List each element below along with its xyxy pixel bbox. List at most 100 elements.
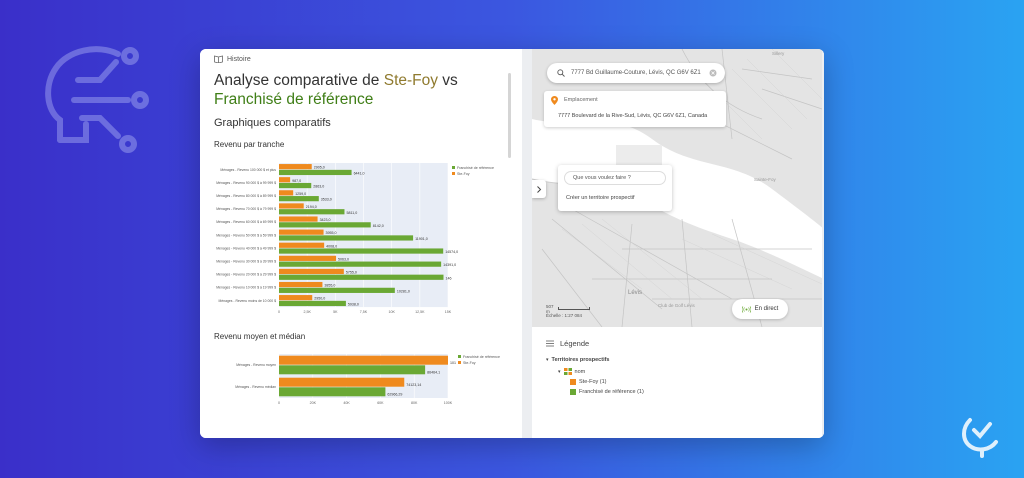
data-label-ste-foy: 5755,0 bbox=[346, 270, 357, 274]
legend-panel: Légende ▾ Territoires prospectifs ▾ nom … bbox=[532, 333, 824, 438]
legend-swatch-ste-foy bbox=[458, 361, 461, 364]
data-label-franchise: 11901,0 bbox=[415, 237, 428, 241]
data-label-ste-foy: 5063,0 bbox=[338, 257, 349, 261]
expand-panel-button[interactable] bbox=[532, 180, 546, 198]
action-question-input[interactable]: Que vous voulez faire ? bbox=[564, 171, 666, 185]
title-prefix: Analyse comparative de bbox=[214, 72, 384, 89]
category-label: Ménages - Revenu 80 000 $ à 89 999 $ bbox=[216, 194, 276, 198]
data-label-ste-foy: 1259,0 bbox=[295, 192, 306, 196]
emplacement-address: 7777 Boulevard de la Rive-Sud, Lévis, QC… bbox=[558, 113, 708, 119]
data-label-ste-foy: 3955,0 bbox=[326, 231, 337, 235]
legend-layer-row[interactable]: ▾ nom bbox=[558, 368, 585, 375]
bar-ste-foy bbox=[279, 177, 291, 183]
create-territory-button[interactable]: Créer un territoire prospectif bbox=[566, 195, 635, 201]
legend-group-row[interactable]: ▾ Territoires prospectifs bbox=[546, 357, 610, 363]
histoire-tab[interactable]: Histoire bbox=[214, 55, 251, 63]
page-title: Analyse comparative de Ste-Foy vs Franch… bbox=[214, 71, 504, 109]
chart2-title: Revenu moyen et médian bbox=[214, 332, 306, 341]
map-search-value[interactable]: 7777 Bd Guillaume-Couture, Lévis, QC G6V… bbox=[571, 70, 701, 76]
data-label-franchise: 5938,0 bbox=[348, 302, 359, 306]
ai-head-decoration-icon bbox=[45, 46, 149, 153]
live-button[interactable]: En direct bbox=[732, 299, 788, 319]
emplacement-card[interactable]: Emplacement 7777 Boulevard de la Rive-Su… bbox=[544, 91, 726, 127]
title-entity: Ste-Foy bbox=[383, 72, 438, 89]
data-label-ste-foy: 2905,0 bbox=[314, 166, 325, 170]
bar-franchise bbox=[279, 287, 395, 293]
bar-franchise bbox=[279, 248, 444, 254]
histoire-label: Histoire bbox=[227, 55, 251, 63]
app-window: Histoire Analyse comparative de Ste-Foy … bbox=[200, 49, 824, 438]
category-label: Ménages - Revenu 50 000 $ à 59 999 $ bbox=[216, 233, 276, 237]
category-label: Ménages - Revenu médian bbox=[235, 385, 276, 389]
bar-franchise bbox=[279, 235, 414, 241]
legend-swatch-orange bbox=[570, 379, 576, 385]
map-label-levis: Lévis bbox=[628, 290, 642, 296]
category-label: Ménages - Revenu 20 000 $ à 29 999 $ bbox=[216, 273, 276, 277]
x-tick-label: 0 bbox=[278, 401, 280, 405]
legend-label-franchise: Franchisé de référence bbox=[463, 355, 500, 359]
bar-ste-foy bbox=[279, 355, 448, 365]
bar-ste-foy bbox=[279, 216, 318, 222]
map-scrollbar[interactable] bbox=[822, 49, 824, 438]
category-label: Ménages - Revenu 40 000 $ à 49 999 $ bbox=[216, 246, 276, 250]
bar-franchise bbox=[279, 274, 444, 280]
data-label-franchise: 6441,0 bbox=[354, 171, 365, 175]
x-tick-label: 0 bbox=[278, 310, 280, 314]
legend-swatch-franchise bbox=[452, 166, 455, 169]
data-label-franchise: 5811,0 bbox=[346, 211, 357, 215]
x-tick-label: 60K bbox=[377, 401, 384, 405]
chart1-title: Revenu par tranche bbox=[214, 140, 285, 149]
legend-swatch-franchise bbox=[458, 355, 461, 358]
bar-ste-foy bbox=[279, 190, 294, 196]
bar-franchise bbox=[279, 222, 371, 228]
caret-down-icon[interactable]: ▾ bbox=[558, 368, 561, 375]
x-tick-label: 40K bbox=[343, 401, 350, 405]
title-vs: vs bbox=[438, 72, 458, 89]
bar-ste-foy bbox=[279, 229, 324, 235]
category-label: Ménages - Revenu 10 000 $ à 19 999 $ bbox=[216, 286, 276, 290]
legend-item-franchise[interactable]: Franchisé de référence (1) bbox=[570, 389, 644, 395]
action-popup: Que vous voulez faire ? Créer un territo… bbox=[558, 165, 672, 211]
caret-down-icon[interactable]: ▾ bbox=[546, 357, 549, 363]
legend-swatch-green bbox=[570, 389, 576, 395]
x-tick-label: 10K bbox=[388, 310, 395, 314]
bar-franchise bbox=[279, 196, 319, 202]
bar-franchise bbox=[279, 300, 346, 307]
emplacement-label: Emplacement bbox=[564, 97, 598, 103]
live-label: En direct bbox=[754, 306, 779, 312]
map-label-sillery: Sillery bbox=[772, 51, 785, 56]
data-label-ste-foy: 3855,0 bbox=[324, 284, 335, 288]
category-label: Ménages - Revenu 100 000 $ et plus bbox=[220, 168, 276, 172]
grid-layer-icon bbox=[563, 368, 572, 375]
map-label-club-golf: Club de Golf Lévis bbox=[658, 303, 696, 308]
bar-ste-foy bbox=[279, 203, 304, 209]
map-view[interactable]: Lévis Sainte-Foy Sillery Club de Golf Lé… bbox=[532, 49, 824, 327]
category-label: Ménages - Revenu 30 000 $ à 39 999 $ bbox=[216, 259, 276, 263]
x-tick-label: 2,5K bbox=[303, 310, 311, 314]
scale-label: Échelle : 1:27 084 bbox=[546, 313, 583, 318]
data-label-franchise: 14574,0 bbox=[445, 250, 458, 254]
legend-label-ste-foy: Ste-Foy bbox=[457, 172, 470, 176]
legend-layer-label: nom bbox=[574, 368, 586, 375]
data-label-franchise: 8142,0 bbox=[373, 224, 384, 228]
bar-franchise bbox=[279, 169, 352, 176]
bar-franchise bbox=[279, 387, 386, 397]
legend-item-ste-foy[interactable]: Ste-Foy (1) bbox=[570, 379, 607, 385]
map-label-sainte-foy: Sainte-Foy bbox=[754, 177, 777, 182]
x-tick-label: 100K bbox=[444, 401, 453, 405]
list-icon bbox=[546, 340, 554, 347]
data-label-ste-foy: 987,0 bbox=[292, 179, 301, 183]
broadcast-icon bbox=[741, 305, 751, 313]
brand-logo-icon bbox=[962, 418, 998, 458]
panel-scrollbar[interactable] bbox=[508, 73, 511, 158]
panel-divider[interactable] bbox=[522, 49, 532, 438]
x-tick-label: 15K bbox=[445, 310, 452, 314]
clear-search-icon[interactable] bbox=[709, 69, 717, 77]
legend-header[interactable]: Légende bbox=[546, 339, 589, 348]
data-label-franchise: 2863,0 bbox=[313, 185, 324, 189]
data-label-ste-foy: 2194,0 bbox=[306, 205, 317, 209]
map-search-field[interactable]: 7777 Bd Guillaume-Couture, Lévis, QC G6V… bbox=[547, 63, 725, 83]
legend-group-label: Territoires prospectifs bbox=[551, 357, 610, 363]
data-label-franchise: 14391,0 bbox=[443, 263, 456, 267]
chevron-right-icon bbox=[537, 185, 542, 193]
